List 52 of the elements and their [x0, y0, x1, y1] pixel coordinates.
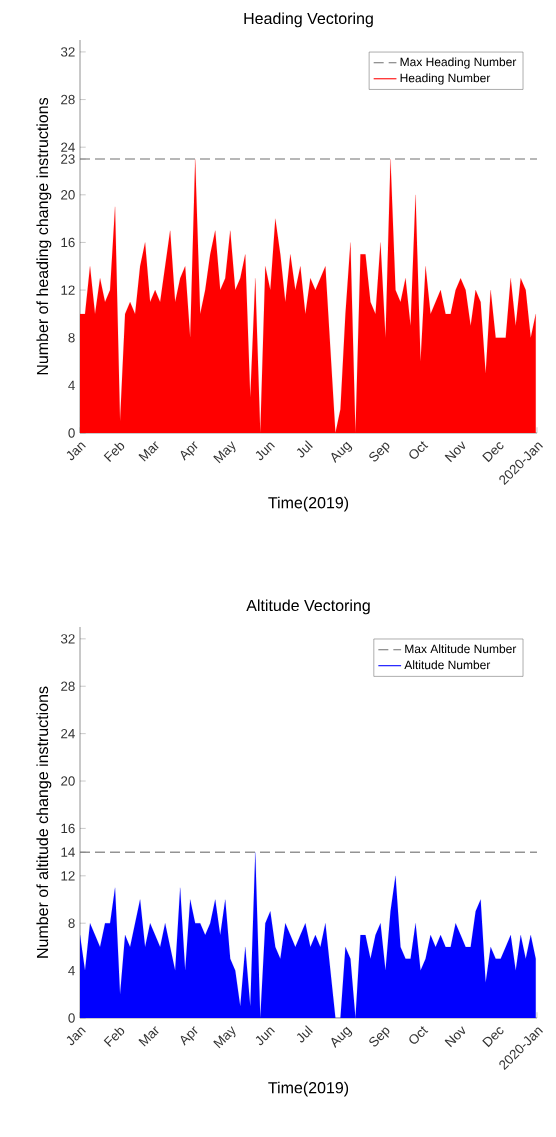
x-tick-label: Nov	[444, 441, 466, 463]
y-tick-label: 8	[68, 918, 75, 928]
legend-label: Altitude Number	[404, 660, 491, 670]
x-tick-label: Jul	[296, 440, 313, 458]
x-tick-label: Aug	[331, 1026, 353, 1048]
x-tick-label: Sep	[369, 442, 390, 462]
x-tick-label: Aug	[331, 441, 353, 463]
y-tick-label: 0	[68, 1013, 75, 1023]
x-tick-label: May	[213, 441, 236, 464]
y-axis-title: Number of heading change instructions	[36, 97, 52, 375]
x-tick-label: Oct	[409, 441, 429, 459]
y-tick-label: 12	[61, 285, 75, 295]
x-tick-label: Nov	[444, 1026, 466, 1048]
y-axis-title: Number of altitude change instructions	[36, 686, 52, 958]
x-tick-label: Jun	[255, 1027, 275, 1046]
x-tick-label: Mar	[138, 441, 159, 462]
y-tick-label: 4	[68, 380, 75, 390]
y-tick-label: 28	[61, 681, 75, 691]
x-tick-label: Jul	[296, 1025, 313, 1043]
y-tick-label: 14	[61, 847, 75, 857]
x-tick-label: Feb	[103, 1027, 125, 1047]
y-tick-label: 32	[60, 634, 75, 644]
x-tick-label: Feb	[103, 442, 125, 462]
y-tick-label: 0	[68, 428, 75, 438]
y-tick-label: 20	[61, 190, 75, 200]
x-tick-label: Jan	[66, 442, 86, 461]
y-tick-label: 16	[61, 237, 75, 248]
legend-label: Max Altitude Number	[405, 644, 517, 654]
legend-label: Heading Number	[400, 73, 491, 85]
x-tick-label: Oct	[409, 1026, 429, 1044]
x-tick-label: Mar	[138, 1026, 159, 1047]
x-tick-label: Jan	[66, 1027, 86, 1046]
x-tick-label: Jun	[255, 442, 275, 461]
x-tick-label: Apr	[180, 1026, 198, 1046]
y-tick-label: 28	[61, 94, 75, 105]
x-tick-label: May	[213, 1026, 236, 1049]
y-tick-label: 20	[61, 776, 75, 786]
y-tick-label: 4	[68, 966, 75, 976]
y-tick-label: 8	[68, 333, 75, 343]
y-tick-label: 24	[61, 728, 75, 739]
y-tick-label: 24	[61, 142, 75, 152]
x-axis-title: Time(2019)	[268, 1081, 349, 1097]
x-tick-label: Apr	[180, 441, 198, 461]
y-tick-label: 32	[60, 47, 75, 57]
legend-label: Max Heading Number	[400, 57, 517, 69]
y-tick-label: 12	[61, 871, 75, 881]
x-tick-label: Sep	[369, 1027, 390, 1047]
y-tick-label: 23	[61, 154, 75, 164]
x-axis-title: Time(2019)	[268, 496, 349, 512]
chart-title: Heading Vectoring	[244, 12, 373, 28]
y-tick-label: 16	[61, 823, 75, 834]
chart-title: Altitude Vectoring	[246, 599, 370, 615]
